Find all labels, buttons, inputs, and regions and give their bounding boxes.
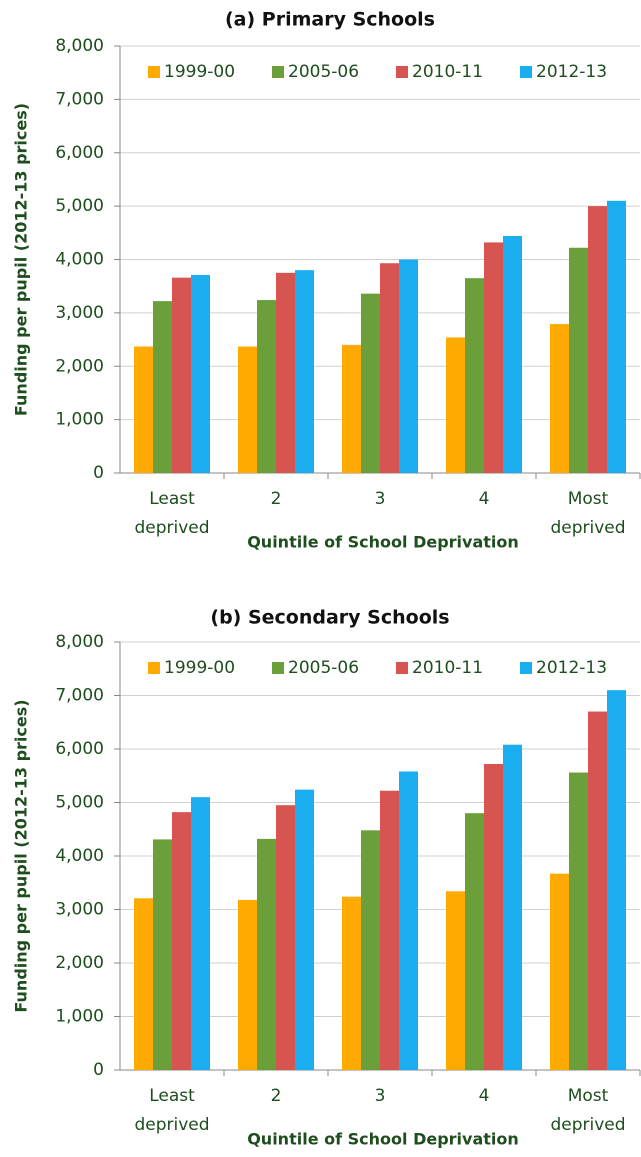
bar (607, 690, 626, 1070)
bar (588, 206, 607, 473)
y-tick-label: 3,000 (55, 900, 104, 920)
bar (503, 236, 522, 473)
legend-swatch (148, 662, 160, 674)
y-axis-title: Funding per pupil (2012-13 prices) (12, 699, 31, 1012)
bar (342, 896, 361, 1070)
legend-label: 2012-13 (536, 658, 607, 678)
bar (399, 771, 418, 1070)
bar (276, 272, 295, 473)
legend-label: 2005-06 (288, 62, 359, 82)
x-axis-title: Quintile of School Deprivation (247, 1130, 519, 1149)
x-tick-label: 2 (271, 489, 282, 509)
y-tick-label: 1,000 (55, 410, 104, 430)
legend-swatch (396, 66, 408, 78)
bar (238, 346, 257, 473)
x-tick-label: 4 (479, 489, 490, 509)
bar (342, 344, 361, 473)
bar (134, 346, 153, 473)
bar (153, 839, 172, 1070)
bar (361, 293, 380, 473)
bar (607, 200, 626, 473)
legend-swatch (520, 66, 532, 78)
legend-label: 1999-00 (164, 62, 235, 82)
legend-swatch (520, 662, 532, 674)
y-axis-title: Funding per pupil (2012-13 prices) (12, 103, 31, 416)
bar (550, 873, 569, 1070)
bar (172, 277, 191, 473)
bar (276, 805, 295, 1070)
bar (257, 838, 276, 1070)
y-tick-label: 7,000 (55, 686, 104, 706)
bar (191, 797, 210, 1070)
legend-swatch (148, 66, 160, 78)
bar (569, 247, 588, 473)
y-tick-label: 7,000 (55, 89, 104, 109)
x-tick-label: 2 (271, 1086, 282, 1106)
bar (446, 891, 465, 1070)
y-tick-label: 6,000 (55, 739, 104, 759)
bar (238, 899, 257, 1070)
bar (446, 337, 465, 473)
legend-label: 2010-11 (412, 658, 483, 678)
chart-title: (a) Primary Schools (225, 9, 435, 31)
y-tick-label: 5,000 (55, 793, 104, 813)
bar (380, 790, 399, 1070)
y-tick-label: 2,000 (55, 356, 104, 376)
bar (134, 898, 153, 1070)
y-tick-label: 0 (93, 1060, 104, 1080)
bar (257, 300, 276, 473)
bar (361, 830, 380, 1070)
bar (295, 270, 314, 473)
legend-swatch (396, 662, 408, 674)
bar (569, 772, 588, 1070)
x-axis-title: Quintile of School Deprivation (247, 533, 519, 552)
bar (153, 301, 172, 473)
bar (484, 763, 503, 1070)
x-tick-label: 3 (375, 489, 386, 509)
x-tick-label: Least deprived (134, 489, 209, 538)
y-tick-label: 4,000 (55, 250, 104, 270)
bar (588, 711, 607, 1070)
bar (503, 744, 522, 1070)
x-tick-label: Least deprived (134, 1086, 209, 1135)
legend-label: 2010-11 (412, 62, 483, 82)
bar (380, 263, 399, 473)
y-tick-label: 8,000 (55, 36, 104, 56)
y-tick-label: 6,000 (55, 143, 104, 163)
legend-label: 1999-00 (164, 658, 235, 678)
bar (465, 278, 484, 473)
legend-swatch (272, 662, 284, 674)
x-tick-label: Most deprived (550, 1086, 625, 1135)
y-tick-label: 2,000 (55, 953, 104, 973)
x-tick-label: 4 (479, 1086, 490, 1106)
y-tick-label: 8,000 (55, 632, 104, 652)
legend-label: 2005-06 (288, 658, 359, 678)
x-tick-label: Most deprived (550, 489, 625, 538)
bar (295, 789, 314, 1070)
bar (465, 813, 484, 1070)
y-tick-label: 4,000 (55, 846, 104, 866)
chart-title: (b) Secondary Schools (210, 607, 449, 629)
bar (191, 274, 210, 473)
bar (399, 259, 418, 473)
legend-label: 2012-13 (536, 62, 607, 82)
bar (484, 242, 503, 473)
y-tick-label: 0 (93, 463, 104, 483)
x-tick-label: 3 (375, 1086, 386, 1106)
legend-swatch (272, 66, 284, 78)
y-tick-label: 5,000 (55, 196, 104, 216)
y-tick-label: 3,000 (55, 303, 104, 323)
bar (550, 324, 569, 473)
bar (172, 812, 191, 1070)
y-tick-label: 1,000 (55, 1007, 104, 1027)
